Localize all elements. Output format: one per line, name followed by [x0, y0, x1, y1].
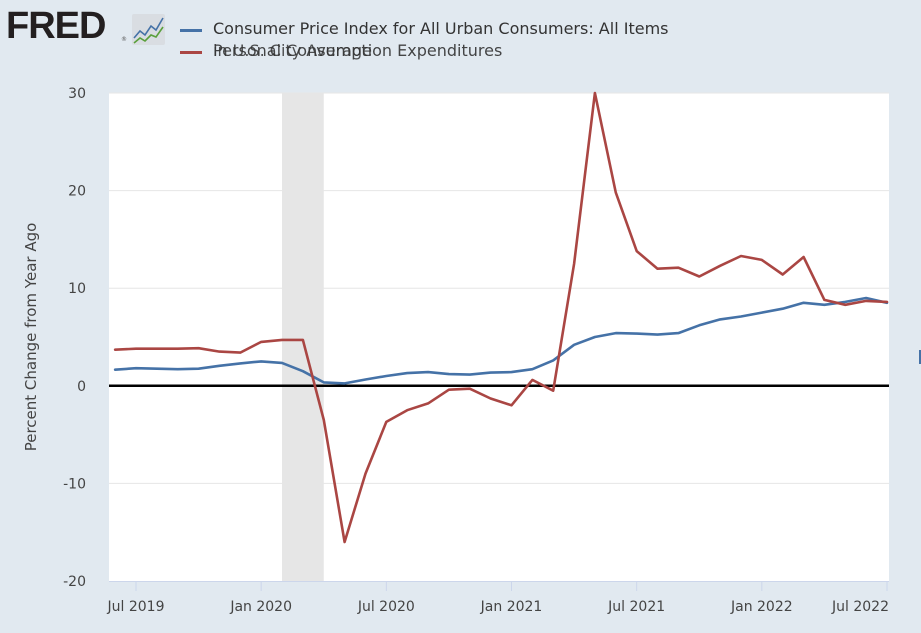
- x-tick-label: Jan 2020: [229, 599, 292, 615]
- scrollbar-handle[interactable]: [919, 350, 921, 364]
- plot-area: [109, 93, 889, 581]
- x-tick-label: Jan 2021: [480, 599, 543, 615]
- y-tick-label: 0: [77, 379, 86, 395]
- x-tick-label: Jul 2021: [607, 599, 665, 615]
- header: FRED ® Consumer Price Index for All Urba…: [0, 0, 921, 80]
- y-tick-label: -20: [63, 574, 86, 590]
- y-axis-title: Percent Change from Year Ago: [22, 223, 40, 452]
- x-tick-label: Jul 2020: [357, 599, 415, 615]
- y-tick-label: 20: [68, 184, 86, 200]
- x-tick-label: Jul 2019: [107, 599, 165, 615]
- registered-mark: ®: [121, 36, 127, 43]
- y-tick-label: 30: [68, 86, 86, 102]
- series-line-pce[interactable]: [113, 91, 889, 544]
- legend-label-pce: Personal Consumption Expenditures: [213, 41, 503, 60]
- y-tick-label: -10: [63, 476, 86, 492]
- legend-label-overlap: in U.S. City Average: [213, 41, 372, 60]
- x-tick-label: Jul 2022: [831, 599, 889, 615]
- legend-label-cpi: Consumer Price Index for All Urban Consu…: [213, 19, 669, 38]
- y-axis-ticks: -20 -10 0 10 20 30: [63, 86, 86, 590]
- x-tick-label: Jan 2022: [730, 599, 793, 615]
- y-tick-label: 10: [68, 281, 86, 297]
- series-line-cpi[interactable]: [113, 296, 889, 385]
- line-chart-icon: [132, 14, 165, 45]
- recession-shading: [282, 93, 324, 581]
- legend-swatch-cpi: [180, 29, 202, 32]
- recession-band: [282, 93, 324, 581]
- gridlines: [109, 92, 889, 484]
- x-axis-ticks: Jul 2019 Jan 2020 Jul 2020 Jan 2021 Jul 2021…: [107, 581, 889, 615]
- fred-logo[interactable]: FRED: [6, 5, 106, 47]
- legend-swatch-pce: [180, 51, 202, 54]
- series-lines: [113, 91, 889, 544]
